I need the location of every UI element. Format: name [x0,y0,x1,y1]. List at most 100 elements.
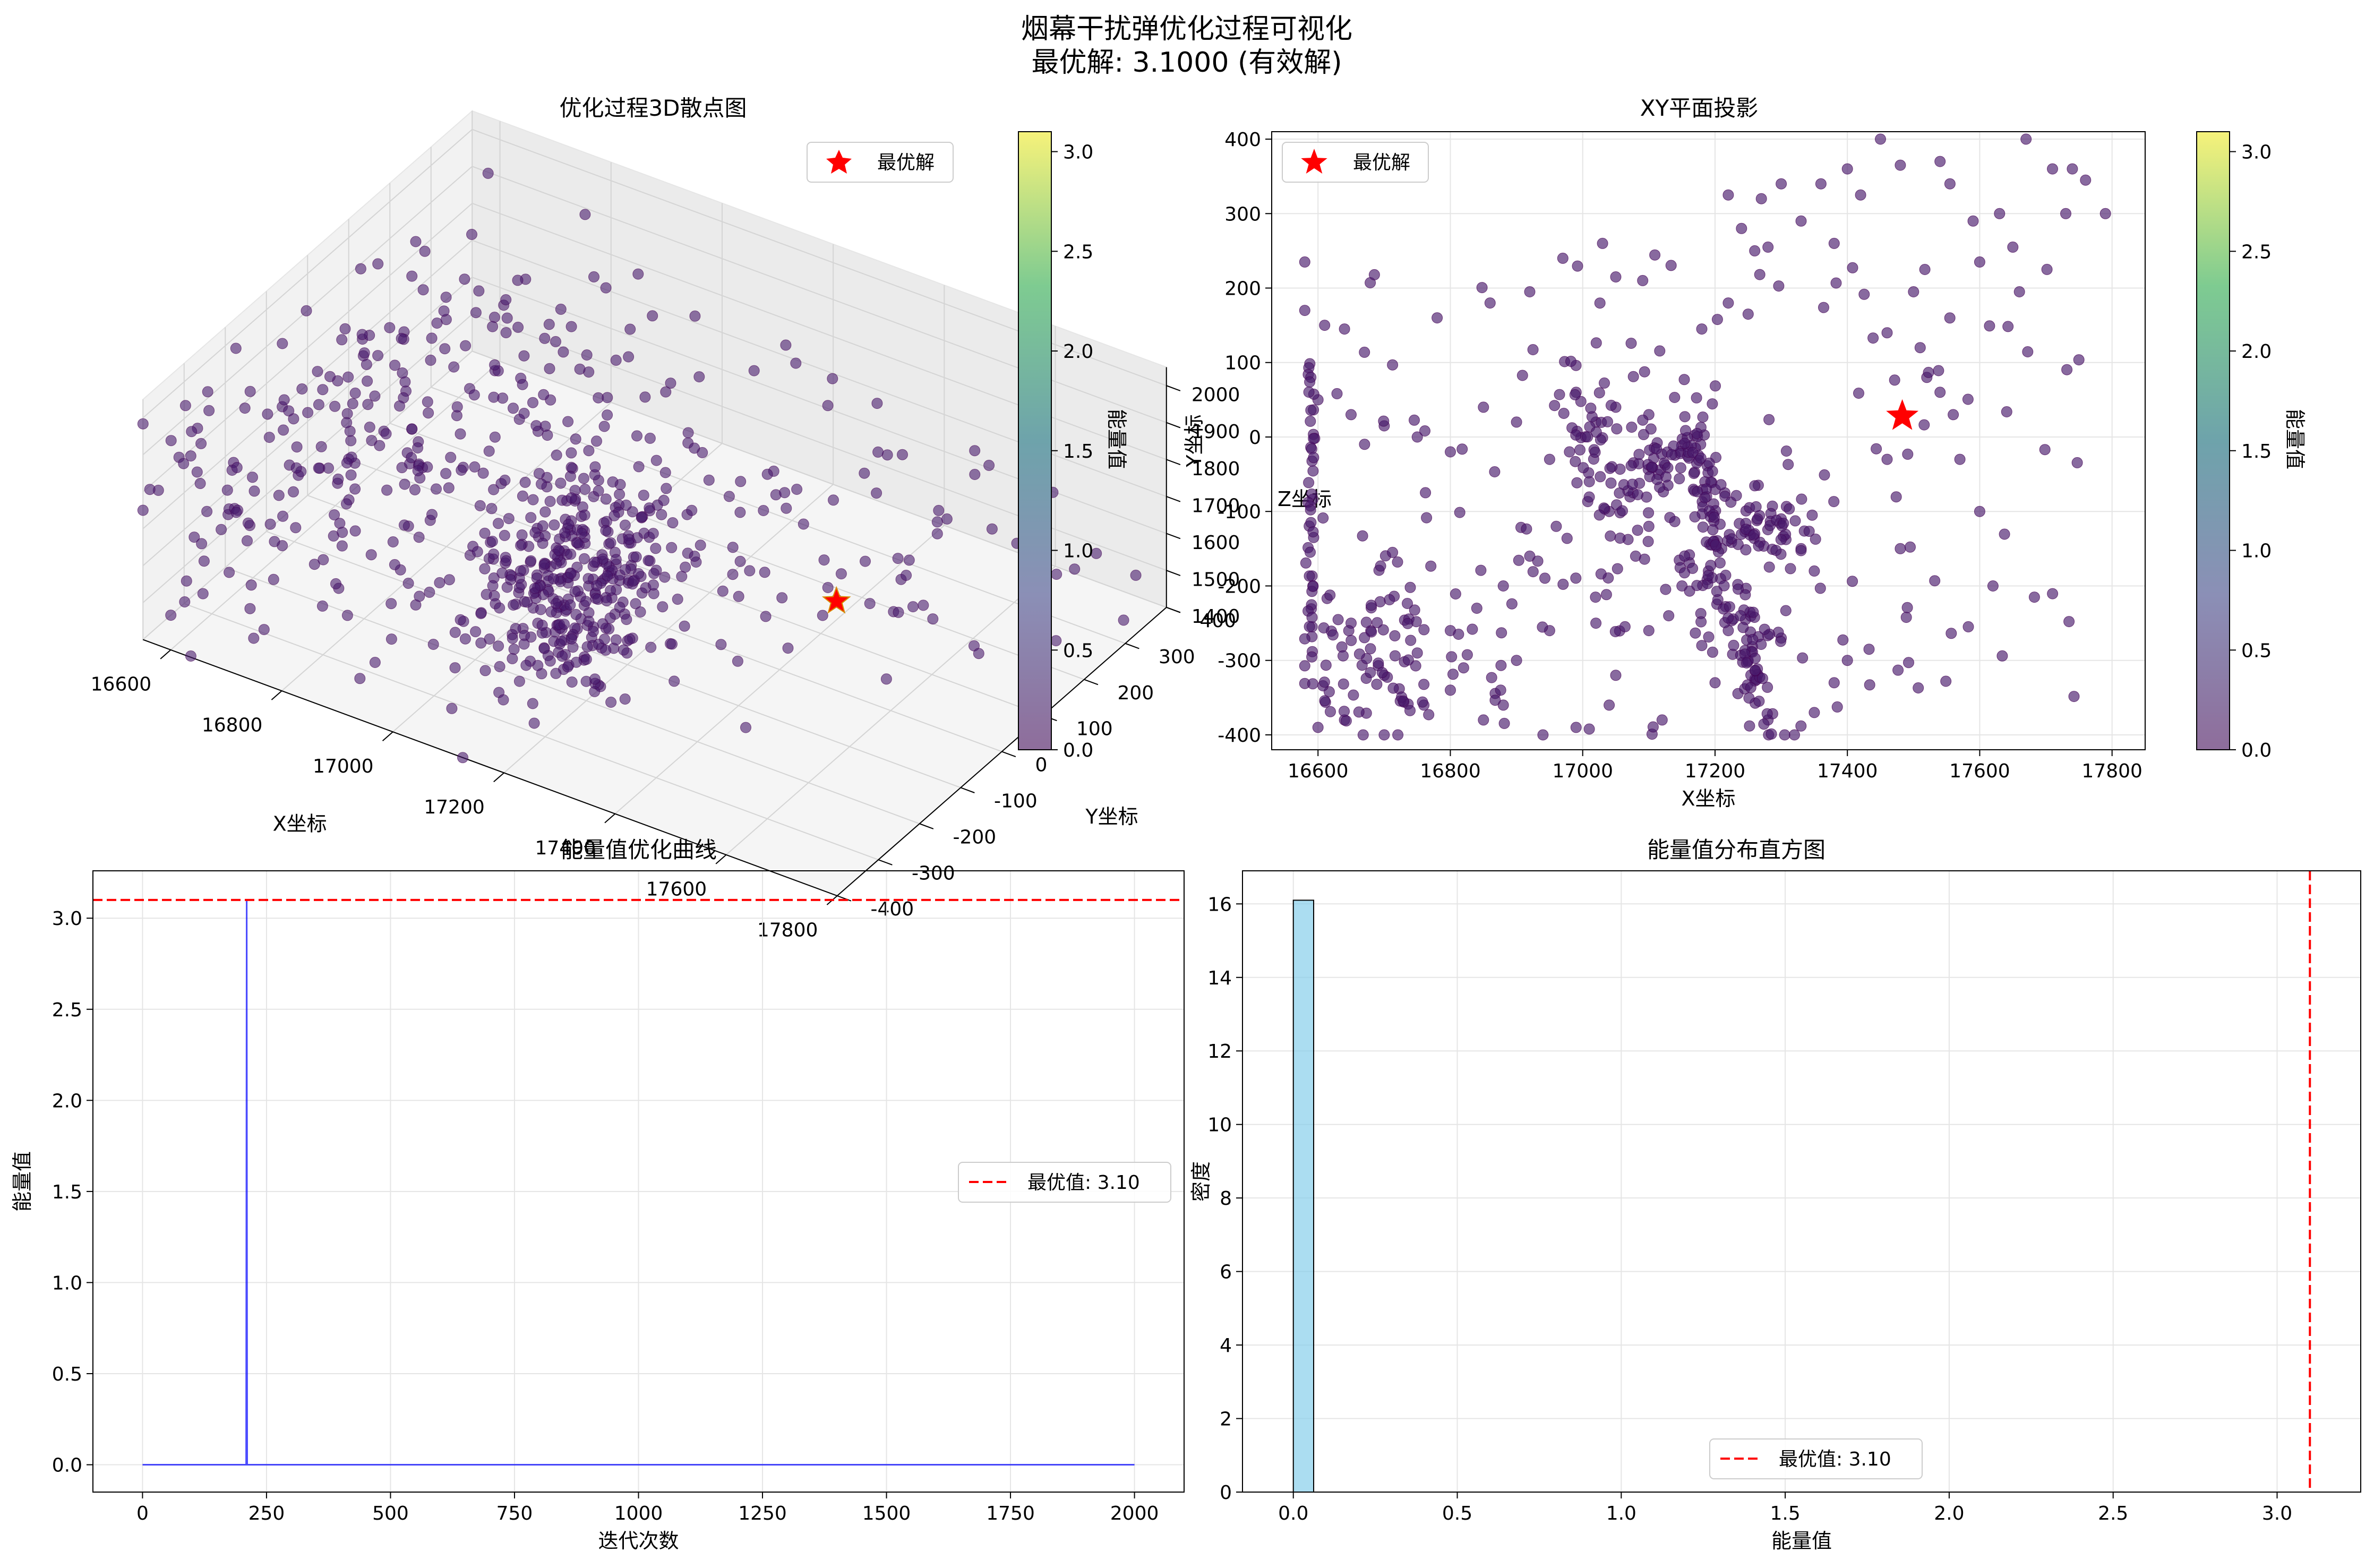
scatter-point [547,573,559,585]
y-tick-label: -200 [953,826,997,848]
scatter-point [1919,264,1931,275]
scatter-point [555,477,567,489]
scatter-point [631,430,642,442]
scatter-point [446,702,458,714]
scatter-point [1758,718,1770,730]
scatter-point [650,543,662,554]
colorbar-tick-label: 0.0 [1063,740,1093,761]
scatter-point [1674,473,1685,485]
scatter-point [1900,612,1912,623]
x-axis-label: 能量值 [1771,1529,1832,1553]
scatter-point [892,553,904,564]
y-tick-label: 300 [1224,203,1261,225]
scatter-point [1749,665,1761,676]
scatter-point [165,435,177,447]
scatter-point [602,392,613,404]
scatter-point [258,624,270,636]
scatter-point [2068,691,2080,702]
scatter-point [539,506,551,518]
scatter-point [1614,487,1625,499]
scatter-point [216,524,227,535]
x-tick-label: 17600 [646,878,707,900]
scatter-point [1923,366,1934,378]
scatter-point [487,321,499,332]
scatter-point [318,554,329,565]
z-tick-label: 1800 [1192,458,1240,480]
scatter-point [483,445,495,457]
scatter-point [636,511,647,523]
scatter-point [563,519,575,530]
scatter-point [1432,312,1443,324]
scatter-point [528,717,540,729]
scatter-point [470,626,482,638]
scatter-point [1307,678,1318,690]
scatter-point [1527,344,1539,355]
scatter-point [273,490,285,501]
y-tick [1084,679,1099,686]
gridline-side-z [142,128,473,418]
scatter-point [1695,452,1707,464]
scatter-point [385,633,397,645]
scatter-point [1722,189,1734,201]
scatter-point [1890,491,1902,503]
scatter-point [508,402,519,414]
colorbar-body [1018,131,1052,750]
scatter-point [347,398,358,409]
scatter-point [666,542,678,553]
x-tick-label: 17200 [1685,760,1746,782]
colorbar-tick-label: 2.0 [1063,341,1093,363]
scatter-point [262,408,273,420]
scatter-point [1996,650,2008,662]
y-tick-label: 2.0 [52,1090,82,1112]
scatter-point [624,323,636,335]
scatter-point [517,490,528,502]
scatter-point [1711,586,1722,597]
scatter-point [872,446,884,458]
y-axis-label: Y坐标 [1182,414,1206,467]
scatter-point [1478,714,1489,726]
colorbar-label: 能量值 [2283,409,2307,469]
scatter-point [341,417,353,429]
scatter-point [443,482,455,494]
scatter-point [1663,610,1675,622]
scatter-point [230,342,242,354]
x-tick-label: 17000 [1552,760,1613,782]
scatter-point [1590,592,1601,603]
scatter-point [1378,415,1390,427]
scatter-point [1881,327,1893,339]
scatter-point [244,385,256,397]
scatter-point [422,396,433,408]
scatter-point [1770,545,1782,556]
scatter-point [537,537,548,549]
scatter-point [486,503,498,515]
scatter-point [618,644,629,656]
y-tick-label: -100 [994,791,1038,812]
x-tick [382,731,393,741]
x-tick-label: 250 [248,1503,285,1524]
scatter-point [780,339,792,351]
scatter-point [576,527,587,539]
scatter-point [1696,323,1708,335]
scatter-point [827,373,838,384]
scatter-point [931,516,943,528]
y-tick-label: 2 [1220,1409,1232,1430]
scatter-point [434,577,445,588]
scatter-point [748,365,760,376]
scatter-point [1818,302,1829,313]
scatter-point [578,473,589,484]
scatter-point [635,606,646,618]
y-tick [1125,642,1139,649]
scatter-point [242,517,254,529]
scatter-point [263,432,275,443]
scatter-point [1569,389,1581,400]
scatter-point [1752,513,1763,525]
y-tick-label: 0.0 [52,1455,82,1477]
scatter-point [1785,563,1796,575]
scatter-point [518,350,530,362]
scatter-point [565,633,577,645]
scatter-point [633,461,645,473]
scatter-point [493,518,504,529]
scatter-point [372,350,384,362]
scatter-point [1411,647,1423,659]
scatter-point [283,405,295,417]
